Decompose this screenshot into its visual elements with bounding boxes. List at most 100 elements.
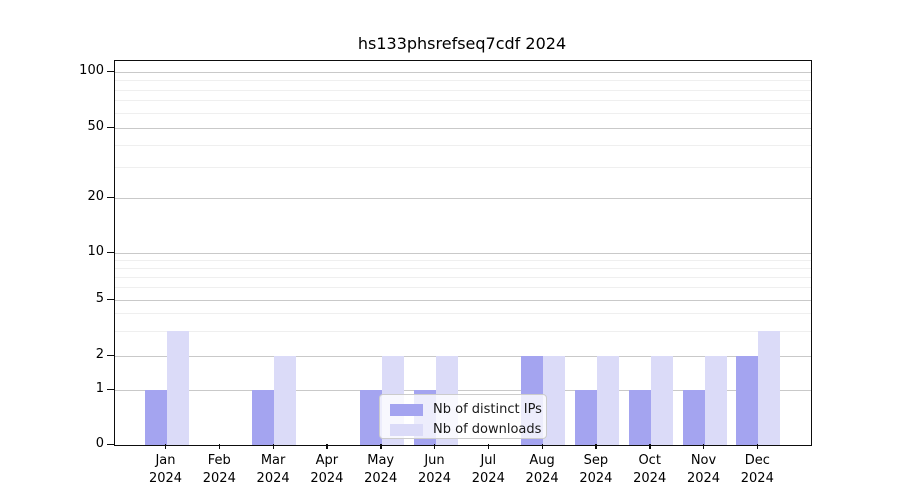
x-tick-label-month: Mar: [260, 453, 286, 468]
bar-downloads-sep: [596, 356, 619, 445]
major-gridline: [115, 252, 811, 254]
x-tick-label: Jul 2024: [456, 452, 520, 488]
x-tick-label: Dec 2024: [725, 452, 789, 488]
major-gridline: [115, 127, 811, 129]
legend-swatch-distinct-ips: [390, 403, 423, 416]
bar-distinct-ips-mar: [252, 390, 275, 445]
x-tick-mark: [595, 444, 597, 449]
minor-gridline: [115, 330, 811, 332]
bar-downloads-aug: [543, 356, 566, 445]
y-tick-mark: [107, 298, 114, 300]
x-tick-mark: [649, 444, 651, 449]
x-tick-label: Jan 2024: [134, 452, 198, 488]
x-tick-mark: [434, 444, 436, 449]
x-tick-label-month: Jul: [480, 453, 497, 468]
bar-distinct-ips-jan: [144, 390, 167, 445]
x-tick-mark: [218, 444, 221, 449]
minor-gridline: [115, 80, 811, 81]
bar-downloads-oct: [650, 356, 673, 445]
x-tick-label-year: 2024: [148, 471, 183, 486]
bar-distinct-ips-sep: [574, 390, 597, 445]
y-tick-mark: [107, 443, 114, 445]
major-gridline: [115, 197, 811, 199]
x-tick-mark: [272, 444, 274, 449]
x-tick-label-year: 2024: [417, 471, 452, 486]
legend-entry-distinct-ips: Nb of distinct IPs: [390, 401, 542, 418]
x-tick-label: May 2024: [349, 452, 413, 488]
major-gridline: [115, 71, 811, 73]
x-tick-label: Sep 2024: [564, 452, 628, 488]
y-tick-label: 5: [95, 291, 104, 306]
minor-gridline: [115, 276, 811, 278]
minor-gridline: [115, 144, 811, 146]
x-tick-label: Feb 2024: [187, 452, 251, 488]
minor-gridline: [115, 166, 811, 168]
x-tick-label-year: 2024: [202, 471, 236, 486]
y-tick-mark: [107, 126, 114, 128]
minor-gridline: [115, 112, 811, 114]
bar-distinct-ips-nov: [682, 390, 705, 445]
x-tick-label: Aug 2024: [510, 452, 574, 488]
x-tick-label-month: Aug: [529, 453, 555, 468]
major-gridline: [115, 355, 811, 357]
x-tick-mark: [703, 444, 705, 449]
y-tick-mark: [107, 354, 114, 356]
minor-gridline: [115, 267, 811, 269]
x-tick-label-month: Jun: [424, 453, 445, 468]
x-tick-label-month: Nov: [690, 453, 717, 468]
legend-label-downloads: Nb of downloads: [433, 422, 542, 437]
x-tick-label-month: May: [367, 453, 395, 468]
x-tick-mark: [326, 444, 328, 449]
x-tick-mark: [380, 444, 382, 449]
minor-gridline: [115, 89, 811, 91]
x-tick-label: Jun 2024: [403, 452, 467, 488]
legend-entry-downloads: Nb of downloads: [390, 421, 541, 438]
major-gridline: [115, 389, 811, 391]
y-tick-mark: [107, 196, 114, 198]
x-tick-label-year: 2024: [310, 471, 344, 486]
legend: Nb of distinct IPs Nb of downloads: [379, 394, 547, 439]
bar-distinct-ips-may: [359, 390, 382, 445]
minor-gridline: [115, 313, 811, 315]
x-tick-label: Apr 2024: [295, 452, 359, 488]
minor-gridline: [115, 287, 811, 289]
bar-distinct-ips-dec: [736, 356, 759, 445]
y-tick-mark: [107, 251, 114, 253]
x-tick-label-year: 2024: [686, 471, 721, 486]
minor-gridline: [115, 100, 811, 102]
x-tick-mark: [541, 444, 543, 449]
y-tick-label: 2: [95, 347, 104, 362]
bar-downloads-jan: [166, 331, 189, 445]
x-tick-label-month: Oct: [638, 453, 661, 468]
y-tick-label: 50: [87, 119, 104, 134]
x-tick-label-month: Apr: [315, 453, 339, 468]
x-tick-mark: [487, 444, 490, 449]
plot-area: Nb of distinct IPs Nb of downloads: [114, 60, 812, 446]
x-tick-label-year: 2024: [525, 471, 559, 486]
x-tick-label: Nov 2024: [672, 452, 736, 488]
y-tick-label: 10: [87, 244, 104, 259]
x-tick-mark: [165, 444, 167, 449]
x-tick-label-month: Dec: [744, 453, 770, 468]
y-tick-label: 1: [95, 381, 104, 396]
legend-label-distinct-ips: Nb of distinct IPs: [433, 402, 542, 417]
y-tick-label: 20: [87, 189, 104, 204]
major-gridline: [115, 299, 811, 301]
x-tick-label-year: 2024: [579, 471, 613, 486]
x-tick-label-year: 2024: [740, 471, 774, 486]
x-tick-label-year: 2024: [471, 471, 505, 486]
bar-distinct-ips-oct: [628, 390, 651, 445]
y-tick-mark: [107, 70, 114, 72]
x-tick-label-month: Feb: [207, 453, 231, 468]
x-tick-label-year: 2024: [256, 471, 290, 486]
y-tick-mark: [107, 388, 114, 390]
bar-downloads-mar: [274, 356, 297, 445]
bar-downloads-dec: [758, 331, 781, 445]
x-tick-label-month: Jan: [155, 453, 176, 468]
chart-title: hs133phsrefseq7cdf 2024: [357, 34, 567, 53]
x-tick-label-year: 2024: [633, 471, 667, 486]
y-tick-label: 0: [95, 436, 104, 451]
y-tick-label: 100: [79, 63, 104, 78]
x-tick-label: Oct 2024: [618, 452, 682, 488]
